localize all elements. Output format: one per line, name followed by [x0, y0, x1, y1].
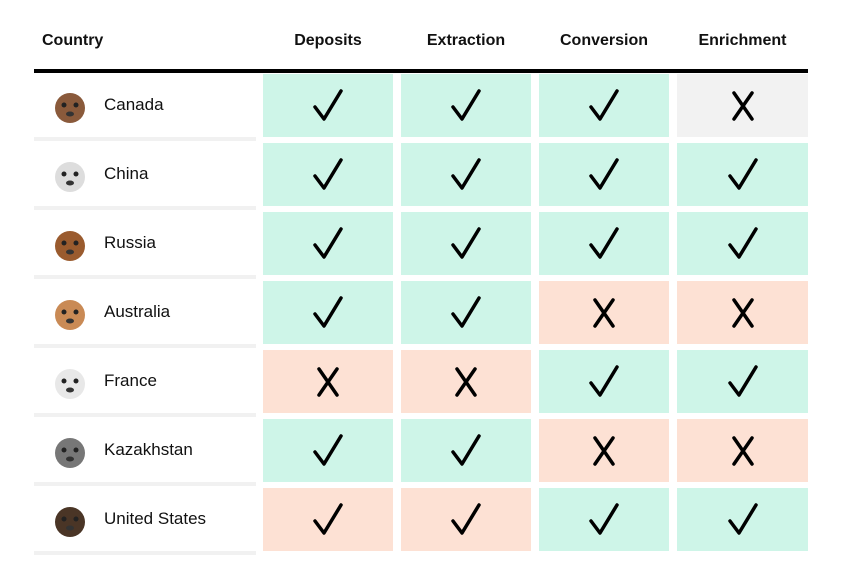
- status-cell-deposits: [263, 74, 393, 137]
- status-cell-deposits: [263, 212, 393, 275]
- check-icon: [451, 502, 481, 535]
- panda-icon: [55, 162, 85, 192]
- table-row: Russia: [0, 212, 842, 279]
- status-cell-extraction: [401, 488, 531, 551]
- table-row: Australia: [0, 281, 842, 348]
- country-name: Australia: [104, 302, 171, 321]
- column-header-conversion: Conversion: [559, 32, 648, 49]
- status-cell-enrichment: [677, 212, 808, 275]
- status-cell-conversion: [539, 212, 669, 275]
- check-icon: [727, 157, 758, 190]
- status-cell-enrichment: [677, 143, 808, 206]
- status-cell-extraction: [401, 212, 531, 275]
- status-cell-extraction: [401, 281, 531, 344]
- check-icon: [727, 502, 758, 535]
- check-icon: [313, 157, 343, 190]
- status-cell-extraction: [401, 350, 531, 413]
- check-icon: [589, 502, 619, 535]
- country-cell: France: [34, 350, 256, 417]
- wolf-icon: [55, 438, 85, 468]
- cross-icon: [593, 435, 615, 466]
- country-name: United States: [104, 509, 207, 528]
- kangaroo-icon: [55, 300, 85, 330]
- check-icon: [313, 88, 343, 121]
- status-cell-conversion: [539, 74, 669, 137]
- check-icon: [313, 433, 343, 466]
- country-cell: United States: [34, 488, 256, 555]
- check-icon: [313, 226, 343, 259]
- check-icon: [727, 364, 758, 397]
- country-cell: Australia: [34, 281, 256, 348]
- status-cell-extraction: [401, 419, 531, 482]
- status-cell-extraction: [401, 143, 531, 206]
- status-cell-extraction: [401, 74, 531, 137]
- table-row: Kazakhstan: [0, 419, 842, 486]
- status-cell-deposits: [263, 350, 393, 413]
- status-cell-conversion: [539, 281, 669, 344]
- country-name: France: [104, 371, 157, 390]
- status-cell-deposits: [263, 488, 393, 551]
- status-cell-enrichment: [677, 74, 808, 137]
- status-cell-enrichment: [677, 281, 808, 344]
- cross-icon: [455, 366, 477, 397]
- status-cell-conversion: [539, 419, 669, 482]
- check-icon: [313, 502, 343, 535]
- status-cell-enrichment: [677, 488, 808, 551]
- cross-icon: [317, 366, 339, 397]
- column-header-country: Country: [42, 32, 104, 49]
- bear-icon: [55, 231, 85, 261]
- check-icon: [727, 226, 758, 259]
- column-header-deposits: Deposits: [294, 32, 362, 49]
- country-name: China: [104, 164, 149, 183]
- country-cell: Russia: [34, 212, 256, 279]
- check-icon: [451, 433, 481, 466]
- table-row: China: [0, 143, 842, 210]
- status-cell-deposits: [263, 281, 393, 344]
- country-name: Kazakhstan: [104, 440, 193, 459]
- status-cell-enrichment: [677, 350, 808, 413]
- check-icon: [451, 295, 481, 328]
- table-row: United States: [0, 488, 842, 555]
- country-cell: China: [34, 143, 256, 210]
- check-icon: [589, 88, 619, 121]
- cross-icon: [731, 297, 754, 328]
- cross-icon: [731, 90, 754, 121]
- check-icon: [589, 226, 619, 259]
- moose-icon: [55, 93, 85, 123]
- eagle-icon: [55, 507, 85, 537]
- column-header-enrichment: Enrichment: [698, 32, 787, 49]
- check-icon: [589, 364, 619, 397]
- check-icon: [451, 226, 481, 259]
- status-cell-enrichment: [677, 419, 808, 482]
- status-cell-conversion: [539, 488, 669, 551]
- header-divider: [34, 69, 808, 73]
- country-cell: Kazakhstan: [34, 419, 256, 486]
- status-cell-deposits: [263, 143, 393, 206]
- cross-icon: [731, 435, 754, 466]
- cross-icon: [593, 297, 615, 328]
- country-name: Canada: [104, 95, 164, 114]
- country-cell: Canada: [34, 74, 256, 141]
- status-cell-conversion: [539, 350, 669, 413]
- country-name: Russia: [104, 233, 156, 252]
- check-icon: [313, 295, 343, 328]
- check-icon: [589, 157, 619, 190]
- table-row: France: [0, 350, 842, 417]
- status-cell-conversion: [539, 143, 669, 206]
- status-cell-deposits: [263, 419, 393, 482]
- check-icon: [451, 88, 481, 121]
- column-header-extraction: Extraction: [426, 32, 506, 49]
- rooster-icon: [55, 369, 85, 399]
- check-icon: [451, 157, 481, 190]
- table-row: Canada: [0, 74, 842, 141]
